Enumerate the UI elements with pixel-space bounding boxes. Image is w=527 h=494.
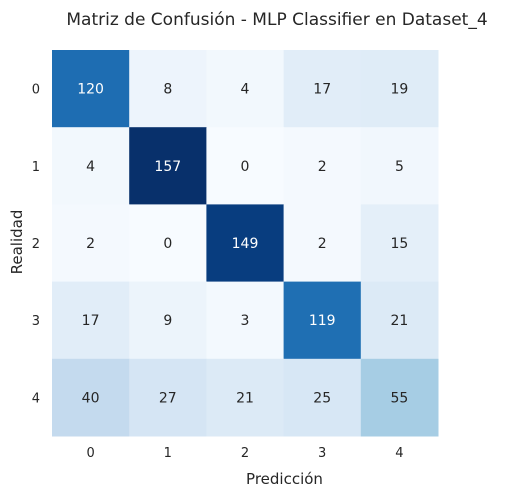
heatmap-cell-r1-c0 [52, 127, 130, 205]
heatmap-cell-r2-c3 [283, 204, 362, 283]
cell-value-label: 55 [390, 390, 408, 406]
x-tick-label: 2 [241, 446, 249, 461]
heatmap-cell-r3-c0 [52, 281, 130, 360]
cell-value-label: 8 [163, 82, 172, 98]
cell-value-label: 40 [82, 390, 100, 406]
cell-value-label: 19 [390, 82, 408, 98]
heatmap-cell-r3-c3 [283, 281, 362, 360]
cell-value-label: 3 [241, 313, 250, 329]
heatmap-cell-r0-c1 [129, 50, 207, 128]
cell-value-label: 2 [86, 236, 95, 252]
x-tick-label: 0 [86, 446, 94, 461]
cell-value-label: 21 [236, 390, 254, 406]
heatmap-cell-r0-c2 [206, 50, 285, 128]
x-axis-label: Predicción [246, 470, 323, 488]
x-tick-label: 1 [164, 446, 172, 461]
heatmap-cell-r2-c1 [129, 204, 207, 283]
heatmap-cell-r4-c4 [360, 358, 439, 437]
heatmap-cell-r0-c0 [52, 50, 130, 128]
cell-value-label: 4 [241, 82, 250, 98]
heatmap-cell-r1-c1 [129, 127, 207, 205]
heatmap-cell-r1-c3 [283, 127, 362, 205]
x-tick-labels: 0 1 2 3 4 [86, 446, 403, 461]
heatmap-cell-r2-c0 [52, 204, 130, 283]
cell-value-label: 4 [86, 159, 95, 175]
cell-value-label: 5 [395, 159, 404, 175]
x-tick-label: 4 [395, 446, 403, 461]
y-tick-labels: 0 1 2 3 4 [32, 83, 40, 407]
heatmap-cell-r3-c2 [206, 281, 285, 360]
y-tick-label: 2 [32, 237, 40, 252]
heatmap-cells [52, 50, 439, 437]
y-axis-label: Realidad [8, 210, 26, 275]
cell-value-label: 2 [318, 236, 327, 252]
cell-value-label: 27 [159, 390, 177, 406]
cell-value-label: 120 [77, 82, 104, 98]
heatmap-cell-r3-c4 [360, 281, 439, 360]
cell-value-label: 15 [390, 236, 408, 252]
cell-value-label: 157 [154, 159, 181, 175]
cell-value-label: 21 [390, 313, 408, 329]
heatmap-cell-r4-c2 [206, 358, 285, 437]
cell-value-label: 17 [313, 82, 331, 98]
heatmap-cell-r0-c3 [283, 50, 362, 128]
y-tick-label: 3 [32, 314, 40, 329]
cell-value-label: 25 [313, 390, 331, 406]
y-tick-label: 1 [32, 160, 40, 175]
cell-value-label: 17 [82, 313, 100, 329]
chart-title: Matriz de Confusión - MLP Classifier en … [66, 10, 487, 30]
heatmap-cell-r0-c4 [360, 50, 439, 128]
cell-value-label: 149 [232, 236, 259, 252]
x-tick-label: 3 [318, 446, 326, 461]
heatmap-cell-r4-c0 [52, 358, 130, 437]
cell-value-label: 0 [241, 159, 250, 175]
heatmap-cell-r3-c1 [129, 281, 207, 360]
cell-value-label: 0 [163, 236, 172, 252]
y-tick-label: 4 [32, 391, 40, 406]
heatmap-cell-r4-c3 [283, 358, 362, 437]
cell-value-label: 9 [163, 313, 172, 329]
heatmap-cell-r1-c4 [360, 127, 439, 205]
y-tick-label: 0 [32, 83, 40, 98]
heatmap-cell-r2-c4 [360, 204, 439, 283]
heatmap-cell-r2-c2 [206, 204, 285, 283]
heatmap-cell-r4-c1 [129, 358, 207, 437]
cell-value-label: 119 [309, 313, 336, 329]
cell-value-label: 2 [318, 159, 327, 175]
heatmap-cell-r1-c2 [206, 127, 285, 205]
